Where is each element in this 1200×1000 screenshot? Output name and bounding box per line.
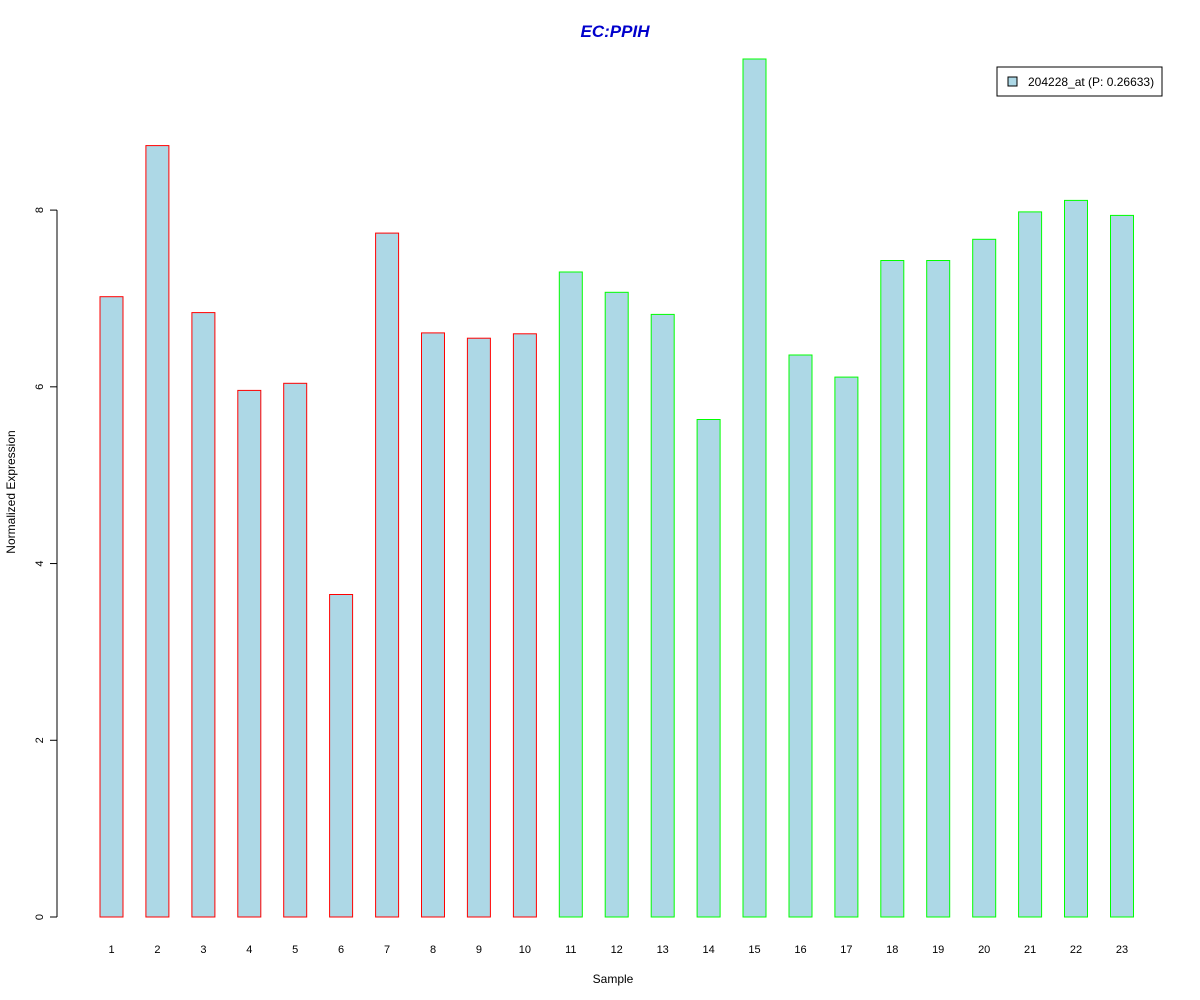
bar-sample-10	[512, 333, 537, 918]
legend-entry: 204228_at (P: 0.26633)	[1028, 75, 1154, 89]
x-axis-tick-label: 22	[1070, 944, 1082, 956]
y-axis-tick-label: 2	[34, 737, 46, 743]
y-axis-tick-label: 4	[34, 560, 46, 566]
y-axis-label: Normalized Expression	[4, 430, 18, 553]
x-axis-tick-label: 15	[748, 944, 760, 956]
bar-sample-12	[604, 291, 629, 918]
bar-sample-9	[466, 337, 491, 918]
x-axis-tick-label: 17	[840, 944, 852, 956]
y-axis-tick-label: 8	[34, 207, 46, 213]
y-axis-tick-label: 0	[34, 914, 46, 920]
legend: 204228_at (P: 0.26633)	[996, 66, 1163, 97]
x-axis-tick-label: 20	[978, 944, 990, 956]
bar-sample-8	[421, 332, 445, 918]
x-axis-tick-labels: 1 2 3 4 5 6 7 8 9 10 11 12 13 14 15 16 17 18 19 20 21 22 23	[108, 944, 1128, 956]
x-axis-tick-label: 23	[1116, 944, 1128, 956]
chart-title: EC:PPIH	[581, 22, 651, 41]
x-axis-tick-label: 16	[794, 944, 806, 956]
x-axis-tick-label: 1	[108, 944, 114, 956]
bar-sample-19	[926, 260, 951, 918]
x-axis-tick-label: 21	[1024, 944, 1036, 956]
legend-swatch	[1007, 76, 1018, 87]
y-axis-tick-label: 6	[34, 384, 46, 390]
bar-sample-22	[1064, 199, 1088, 918]
bar-sample-13	[650, 313, 675, 918]
x-axis-tick-label: 5	[292, 944, 298, 956]
legend-box	[996, 66, 1163, 97]
bars	[99, 58, 1134, 918]
bar-sample-17	[834, 376, 859, 918]
x-axis-tick-label: 6	[338, 944, 344, 956]
bar-sample-18	[880, 260, 905, 918]
x-axis-tick-label: 10	[519, 944, 531, 956]
bar-sample-5	[283, 382, 308, 918]
bar-sample-7	[375, 232, 400, 918]
x-axis-tick-label: 13	[657, 944, 669, 956]
x-axis-tick-label: 11	[565, 944, 576, 956]
x-axis-tick-label: 9	[476, 944, 482, 956]
bar-sample-16	[788, 354, 813, 918]
x-axis-tick-label: 7	[384, 944, 390, 956]
bar-sample-23	[1110, 214, 1134, 918]
x-axis-label: Sample	[593, 972, 634, 986]
bar-sample-2	[145, 145, 170, 918]
bar-sample-15	[742, 58, 767, 918]
x-axis-tick-label: 12	[611, 944, 623, 956]
x-axis-tick-label: 4	[246, 944, 252, 956]
bar-sample-6	[329, 594, 354, 918]
x-axis-tick-label: 2	[154, 944, 160, 956]
x-axis-tick-label: 14	[702, 944, 714, 956]
bar-sample-21	[1018, 211, 1043, 918]
bar-sample-1	[99, 296, 124, 918]
x-axis-tick-label: 3	[200, 944, 206, 956]
bar-sample-3	[191, 312, 216, 918]
bar-sample-14	[696, 419, 721, 918]
bar-sample-4	[237, 389, 262, 918]
x-axis-tick-label: 19	[932, 944, 944, 956]
x-axis-tick-label: 8	[430, 944, 436, 956]
bar-sample-20	[972, 238, 997, 918]
y-axis: 0 2 4 6 8	[34, 207, 58, 920]
bar-sample-11	[558, 271, 583, 918]
x-axis-tick-label: 18	[886, 944, 898, 956]
